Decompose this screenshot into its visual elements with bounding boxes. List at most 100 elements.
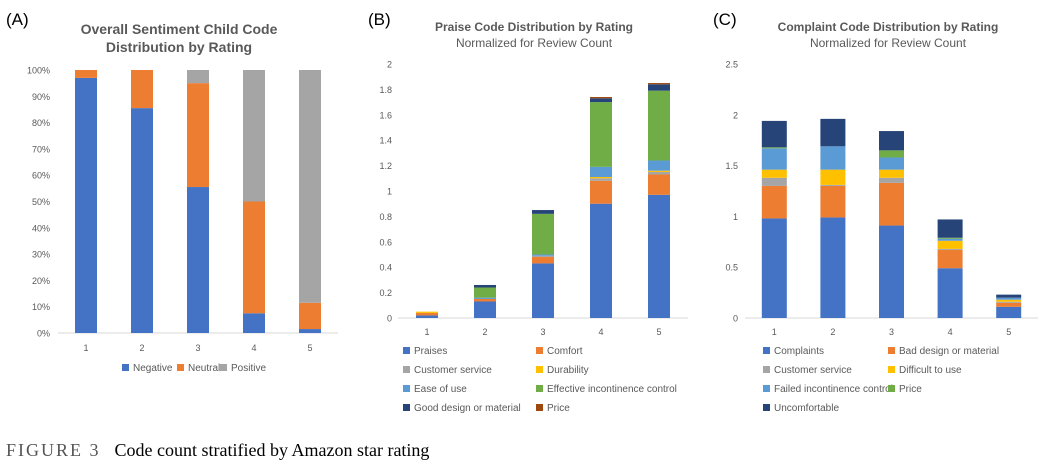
legend-swatch	[403, 366, 410, 373]
figure-label: FIGURE 3	[6, 440, 101, 460]
legend-swatch	[763, 385, 770, 392]
y-tick-label: 0	[733, 314, 738, 324]
bar-segment	[761, 185, 787, 219]
bar-segment	[937, 268, 963, 318]
bar-segment	[648, 170, 670, 172]
bar-segment	[590, 177, 612, 179]
bar-segment	[648, 171, 670, 175]
bar-segment	[937, 248, 963, 250]
y-tick-label: 0.8	[379, 212, 392, 222]
bar-segment	[532, 257, 554, 264]
y-tick-label: 1.5	[725, 161, 738, 171]
bar-segment	[474, 298, 496, 302]
bar-segment	[648, 84, 670, 91]
bar-segment	[996, 301, 1022, 303]
bar-segment	[996, 306, 1022, 318]
x-tick-label: 5	[307, 343, 312, 353]
y-tick-label: 100%	[27, 66, 50, 76]
bar-segment	[532, 254, 554, 256]
bar-segment	[590, 102, 612, 167]
y-tick-label: 1.4	[379, 136, 392, 146]
legend-label: Failed incontinence control	[774, 384, 893, 395]
bar-segment	[879, 157, 904, 170]
chart-panel-2: (B) Praise Code Distribution by Rating Nor…	[368, 10, 688, 414]
bar-segment	[648, 83, 670, 85]
y-tick-label: 2.5	[725, 60, 738, 70]
bar-segment	[761, 148, 787, 170]
legend: Praises Comfort Customer service Durability…	[403, 346, 677, 414]
legend-label: Difficult to use	[899, 365, 962, 376]
bar-segment	[996, 294, 1022, 298]
bar-segment	[590, 178, 612, 181]
bar-segment	[879, 169, 904, 178]
legend-label: Customer service	[774, 365, 852, 376]
x-tick-label: 4	[948, 327, 953, 337]
bar-segment	[131, 70, 153, 109]
x-tick-label: 1	[772, 327, 777, 337]
legend-swatch	[536, 404, 543, 411]
bar-segment	[761, 147, 787, 149]
bar-segment	[532, 255, 554, 258]
legend-label: Praises	[414, 346, 447, 357]
legend-label: Good design or material	[414, 403, 521, 414]
chart-subtitle: Normalized for Review Count	[456, 36, 613, 50]
bar-segment	[820, 146, 846, 170]
legend: Complaints Bad design or material Customer…	[763, 346, 999, 414]
bar-segment	[75, 77, 97, 333]
legend-label: Price	[899, 384, 922, 395]
bar-segment	[648, 90, 670, 161]
y-tick-label: 0	[387, 314, 392, 324]
bar-segment	[590, 166, 612, 178]
legend-label: Ease of use	[414, 384, 467, 395]
y-tick-label: 2	[387, 60, 392, 70]
bar-segment	[131, 108, 153, 333]
legend-swatch	[122, 364, 129, 371]
y-tick-label: 50%	[32, 197, 50, 207]
chart-title: Overall Sentiment Child Code	[81, 21, 278, 37]
legend-label: Bad design or material	[899, 346, 999, 357]
bar-segment	[243, 201, 265, 314]
bar-segment	[937, 249, 963, 269]
bar-segment	[416, 312, 438, 316]
legend-label: Negative	[133, 363, 173, 374]
bar-segment	[648, 160, 670, 171]
bar-segment	[937, 238, 963, 241]
bar-segment	[820, 169, 846, 185]
y-tick-label: 1	[733, 212, 738, 222]
y-tick-label: 0%	[37, 329, 50, 339]
bar-segment	[648, 174, 670, 195]
y-tick-label: 30%	[32, 250, 50, 260]
bar-segment	[996, 297, 1022, 300]
panel-label: (C)	[713, 10, 737, 29]
legend-swatch	[403, 347, 410, 354]
bar-segment	[75, 70, 97, 78]
bar-segment	[761, 177, 787, 186]
y-tick-label: 1	[387, 187, 392, 197]
bar-segment	[820, 185, 846, 218]
x-tick-label: 3	[195, 343, 200, 353]
bar-segment	[187, 70, 209, 84]
bar-segment	[820, 217, 846, 318]
legend-swatch	[220, 364, 227, 371]
chart-subtitle: Normalized for Review Count	[810, 36, 967, 50]
y-tick-label: 10%	[32, 302, 50, 312]
bar-segment	[879, 177, 904, 183]
y-tick-label: 1.2	[379, 161, 392, 171]
panel-label: (B)	[368, 10, 391, 29]
legend-swatch	[888, 366, 895, 373]
x-tick-label: 2	[482, 327, 487, 337]
y-tick-label: 70%	[32, 144, 50, 154]
bar-segment	[879, 225, 904, 318]
bar-segment	[761, 169, 787, 178]
x-tick-label: 4	[598, 327, 603, 337]
chart-title: Complaint Code Distribution by Rating	[778, 20, 999, 34]
bar-segment	[761, 120, 787, 148]
bar-segment	[299, 329, 321, 333]
bar-segment	[820, 184, 846, 186]
legend-swatch	[536, 366, 543, 373]
legend-label: Comfort	[547, 346, 583, 357]
bar-segment	[474, 301, 496, 318]
legend-label: Durability	[547, 365, 589, 376]
bar-segment	[532, 263, 554, 318]
bar-segment	[243, 70, 265, 202]
